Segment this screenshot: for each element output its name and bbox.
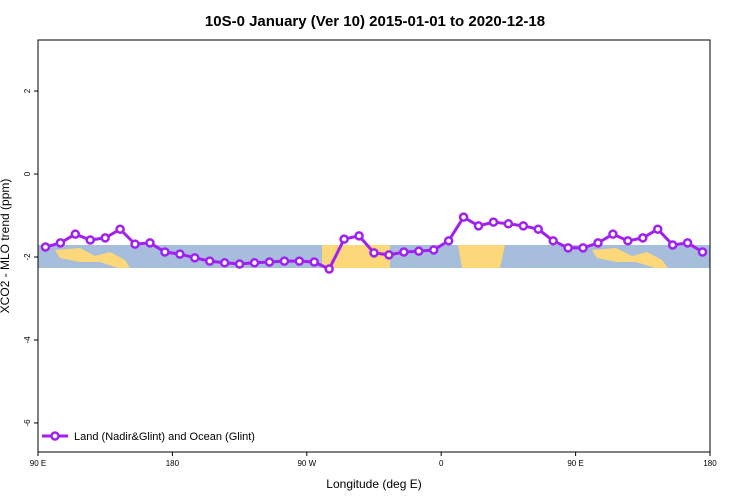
data-point bbox=[160, 247, 170, 257]
data-point bbox=[593, 238, 603, 248]
data-point bbox=[652, 224, 663, 234]
data-point bbox=[414, 246, 424, 256]
data-point bbox=[548, 236, 558, 246]
y-tick-label: -2 bbox=[23, 253, 32, 261]
legend-label: Land (Nadir&Glint) and Ocean (Glint) bbox=[74, 431, 255, 443]
data-point bbox=[294, 256, 305, 266]
legend-marker bbox=[50, 431, 60, 441]
data-point bbox=[503, 219, 514, 229]
data-point bbox=[100, 233, 110, 243]
x-tick-label: 90 W bbox=[297, 459, 316, 468]
y-tick-label: -4 bbox=[23, 336, 32, 344]
data-point bbox=[458, 212, 469, 222]
data-point bbox=[219, 258, 230, 268]
data-point bbox=[324, 264, 334, 274]
data-point bbox=[533, 224, 544, 234]
data-point bbox=[249, 258, 260, 268]
data-point bbox=[85, 235, 96, 245]
data-point bbox=[40, 242, 51, 252]
data-point bbox=[354, 231, 364, 241]
data-point bbox=[578, 243, 588, 253]
data-point bbox=[279, 256, 290, 266]
land-patch bbox=[458, 245, 505, 268]
x-tick-label: 180 bbox=[703, 459, 717, 468]
data-point bbox=[234, 259, 245, 269]
data-point bbox=[145, 238, 155, 248]
x-tick-label: 90 E bbox=[567, 459, 583, 468]
data-point bbox=[473, 221, 484, 231]
x-axis-label: Longitude (deg E) bbox=[326, 477, 421, 491]
data-point bbox=[697, 247, 708, 257]
data-point bbox=[369, 248, 379, 258]
y-axis-label: XCO2 - MLO trend (ppm) bbox=[0, 179, 12, 314]
land-patch bbox=[55, 248, 130, 268]
data-point bbox=[682, 238, 693, 248]
chart-title: 10S-0 January (Ver 10) 2015-01-01 to 202… bbox=[205, 13, 545, 30]
x-tick-label: 0 bbox=[439, 459, 444, 468]
data-point bbox=[70, 229, 81, 239]
data-point bbox=[204, 256, 215, 266]
data-point bbox=[190, 253, 200, 263]
data-point bbox=[518, 221, 529, 231]
y-tick-label: -6 bbox=[23, 419, 32, 427]
plot-frame bbox=[37, 39, 711, 453]
data-point bbox=[175, 249, 185, 259]
data-point bbox=[638, 233, 648, 243]
x-tick-label: 180 bbox=[166, 459, 180, 468]
y-tick-label: 0 bbox=[23, 171, 32, 176]
data-point bbox=[264, 257, 275, 267]
data-point bbox=[399, 247, 409, 257]
data-point bbox=[563, 243, 573, 253]
land-patch bbox=[592, 248, 668, 268]
data-point bbox=[339, 234, 349, 244]
data-point bbox=[55, 238, 66, 248]
data-point bbox=[488, 217, 499, 227]
data-point bbox=[443, 236, 454, 246]
data-point bbox=[384, 250, 394, 260]
data-point bbox=[428, 245, 439, 255]
data-point bbox=[667, 240, 678, 250]
data-point bbox=[309, 257, 320, 267]
data-point bbox=[115, 224, 125, 234]
data-point bbox=[130, 239, 140, 249]
y-tick-label: 2 bbox=[23, 88, 32, 93]
data-point bbox=[608, 229, 618, 239]
x-tick-label: 90 E bbox=[30, 459, 46, 468]
data-point bbox=[623, 236, 633, 246]
